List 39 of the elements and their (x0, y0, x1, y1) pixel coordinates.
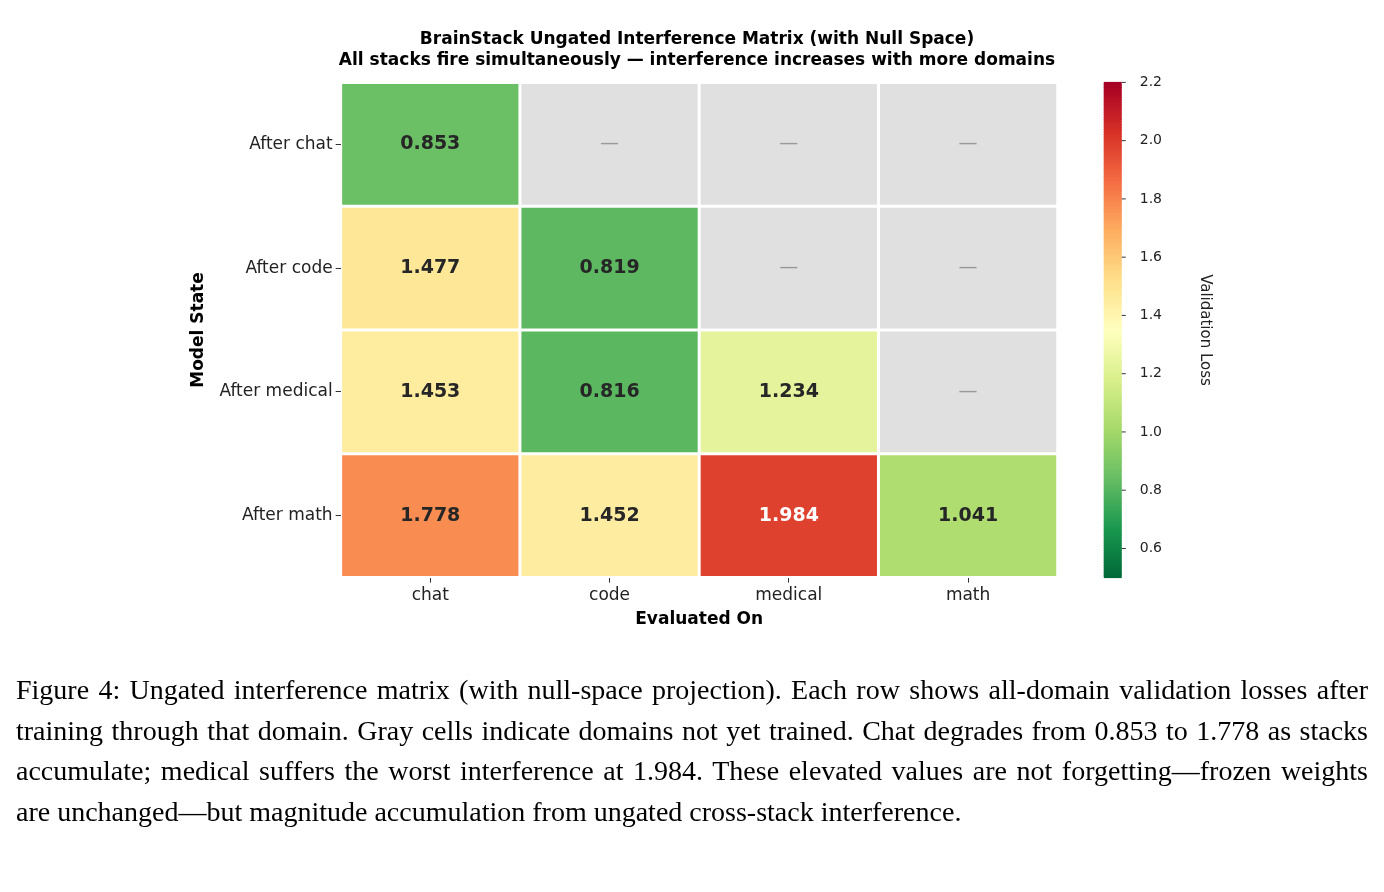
data-label: 1.778 (400, 502, 461, 525)
x-axis-title: Evaluated On (635, 607, 764, 628)
text: — (958, 378, 978, 401)
data-label: 1.984 (758, 502, 819, 525)
x-tick-label: math (945, 584, 991, 605)
text: — (779, 255, 799, 278)
color-bar-label: 1.8 (1139, 189, 1162, 206)
data-label: 1.452 (579, 502, 640, 525)
chart-subtitle: All stacks fire simultaneously — interference increases with more domains (338, 48, 1056, 69)
x-tick-label: code (589, 584, 631, 605)
y-tick-label: After code (245, 256, 333, 277)
y-tick-label: After math (241, 504, 333, 525)
color-bar-label: 1.4 (1139, 306, 1163, 323)
color-bar-label: 2.0 (1139, 131, 1162, 148)
color-bar-label: 1.2 (1139, 364, 1162, 381)
data-label: 1.477 (400, 255, 461, 278)
x-tick-label: chat (411, 584, 450, 605)
text: — (958, 131, 978, 154)
text: — (779, 131, 799, 154)
y-tick-label: After chat (249, 132, 333, 153)
chart-title: BrainStack Ungated Interference Matrix (with Null Space) (419, 28, 975, 49)
data-label: 0.853 (400, 131, 461, 154)
color-bar-title: Validation Loss (1197, 274, 1216, 387)
y-tick-label: After medical (219, 380, 333, 401)
text: — (958, 255, 978, 278)
data-label: 1.453 (400, 378, 461, 401)
data-label: 1.041 (938, 502, 999, 525)
color-bar-label: 1.0 (1139, 422, 1162, 439)
caption: Figure 4: Ungated interference matrix (with null-space projection). Each row shows all-domain validation losses after training through that domain. Gray cells indicate domains not yet trained. Chat degrades from 0.853 to 1.778 as stacks accumulate; medical suffers the worst interference at 1.984. These elevated values are not forgetting—frozen weights are unchanged—but magnitude accumulation from ungated cross-stack interference. (16, 673, 1368, 829)
x-tick-label: medical (755, 584, 823, 605)
color-bar-label: 1.6 (1139, 247, 1163, 264)
data-label: 0.816 (579, 378, 640, 401)
data-label: 0.819 (579, 255, 640, 278)
color-bar-label: 0.8 (1139, 480, 1162, 497)
data-label: 1.234 (758, 378, 819, 401)
y-axis-title: Model State (186, 272, 207, 388)
text: — (600, 131, 620, 154)
color-bar-label: 0.6 (1139, 539, 1163, 556)
color-bar-label: 2.2 (1139, 73, 1162, 90)
